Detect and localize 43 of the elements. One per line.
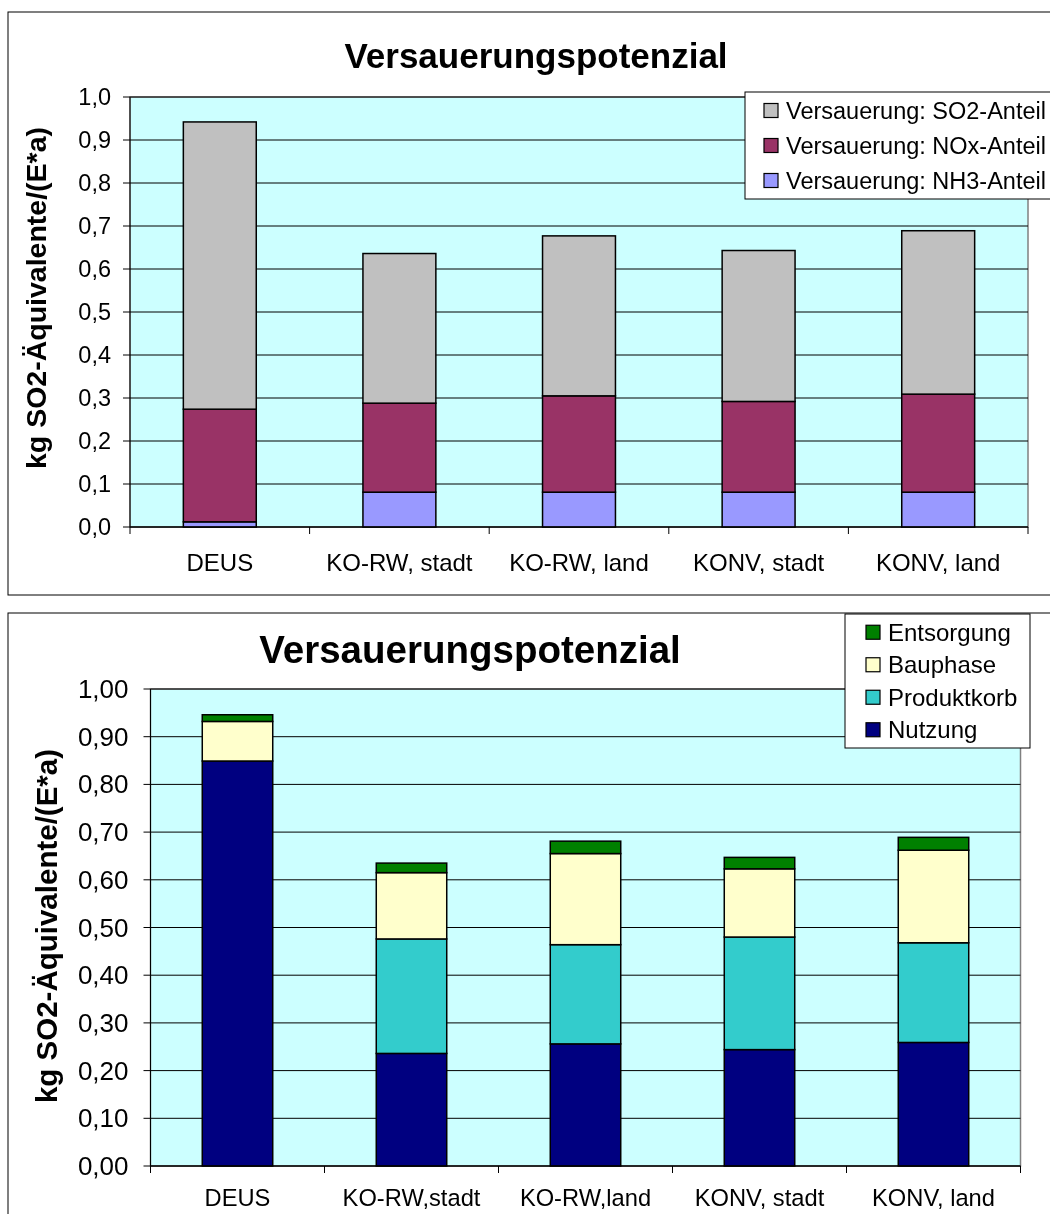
- y-tick-label: 0,30: [77, 1007, 129, 1038]
- y-tick-label: 0,9: [78, 127, 111, 153]
- y-axis-title: kg SO2-Äquivalente/(E*a): [30, 748, 63, 1104]
- legend-label: Versauerung: NH3-Anteil: [786, 167, 1046, 194]
- y-tick-label: 0,5: [78, 299, 111, 325]
- chart-title: Versauerungspotenzial: [344, 36, 728, 75]
- x-tick-label: KO-RW, land: [509, 549, 649, 576]
- legend-label: Entsorgung: [888, 618, 1011, 646]
- y-tick-label: 0,00: [77, 1151, 129, 1181]
- x-tick-label: DEUS: [204, 1185, 271, 1211]
- x-tick-label: KONV, land: [872, 1185, 995, 1211]
- y-tick-label: 0,90: [77, 721, 129, 752]
- y-tick-label: 0,10: [77, 1103, 129, 1134]
- y-tick-label: 0,50: [77, 912, 129, 943]
- y-tick-label: 0,2: [78, 428, 111, 454]
- y-tick-label: 0,20: [77, 1055, 129, 1086]
- legend-label: Versauerung: NOx-Anteil: [786, 132, 1046, 159]
- y-tick-label: 0,6: [78, 256, 111, 282]
- y-tick-label: 0,8: [78, 170, 111, 196]
- legend-label: Versauerung: SO2-Anteil: [786, 97, 1046, 124]
- y-axis-title: kg SO2-Äquivalente/(E*a): [20, 126, 52, 470]
- x-tick-label: KO-RW, stadt: [326, 549, 473, 576]
- legend-label: Bauphase: [888, 651, 997, 679]
- y-tick-label: 0,70: [77, 817, 129, 848]
- x-tick-label: KONV, stadt: [693, 549, 825, 576]
- chart-title: Versauerungspotenzial: [259, 628, 681, 671]
- x-tick-label: DEUS: [186, 549, 254, 576]
- y-tick-label: 0,60: [77, 864, 129, 895]
- y-tick-label: 0,7: [78, 213, 111, 239]
- legend-label: Nutzung: [888, 716, 978, 744]
- y-tick-label: 1,00: [77, 674, 129, 704]
- x-tick-label: KO-RW,land: [519, 1185, 652, 1211]
- y-tick-label: 0,4: [78, 342, 111, 368]
- x-tick-label: KO-RW,stadt: [342, 1185, 481, 1211]
- x-tick-label: KONV, land: [875, 549, 1001, 576]
- x-tick-label: KONV, stadt: [694, 1185, 825, 1211]
- y-tick-label: 1,0: [78, 84, 111, 110]
- y-tick-label: 0,0: [78, 514, 111, 540]
- y-tick-label: 0,3: [78, 385, 111, 411]
- y-tick-label: 0,1: [78, 471, 111, 497]
- y-tick-label: 0,40: [77, 960, 129, 991]
- legend-label: Produktkorb: [888, 683, 1018, 711]
- y-tick-label: 0,80: [77, 769, 129, 800]
